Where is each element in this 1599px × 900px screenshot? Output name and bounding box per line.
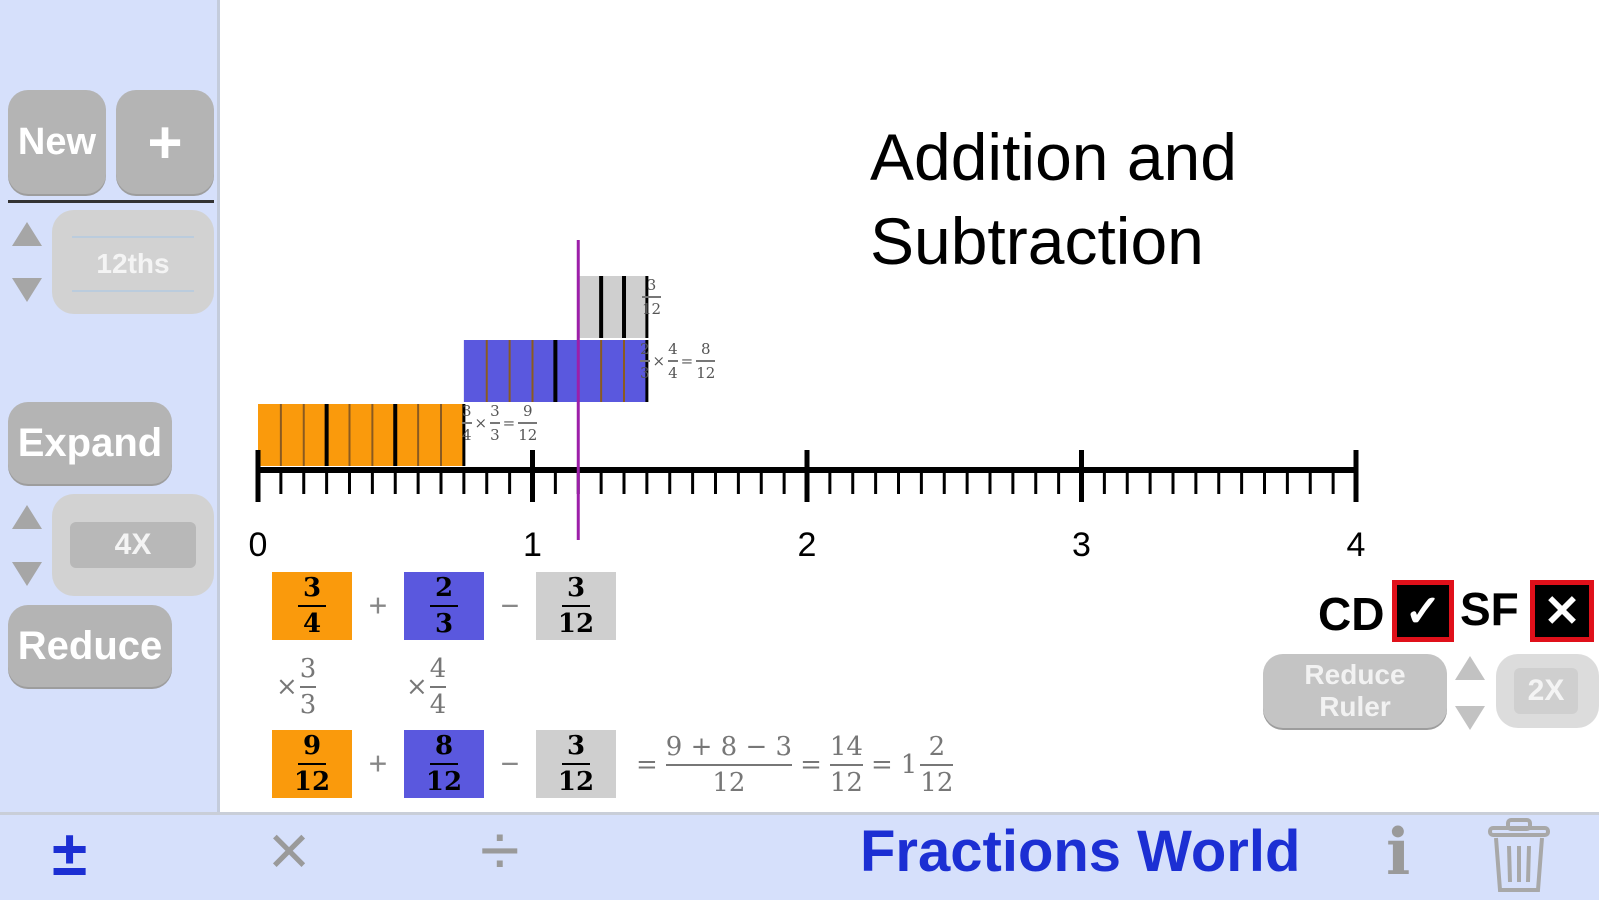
ruler-value: 2X — [1514, 668, 1578, 714]
bar-addend-1 — [258, 404, 464, 466]
eq-row2-op-1: + — [368, 745, 388, 782]
sidebar-divider — [8, 200, 214, 203]
plus-minus-icon[interactable]: ± — [52, 817, 88, 889]
eq-row1-op-1: + — [368, 587, 388, 624]
reduce-ruler-line-2: Ruler — [1319, 691, 1391, 722]
expand-panel: 4X — [52, 494, 214, 596]
tick-label: 2 — [797, 526, 817, 564]
title-line-1: Addition and — [870, 120, 1237, 194]
tick-label: 0 — [248, 526, 268, 564]
ruler-panel: 2X — [1496, 654, 1599, 728]
bar-subtrahend — [578, 276, 647, 338]
bar-label-subtrahend: 3 12 — [642, 276, 662, 318]
expand-button[interactable]: Expand — [8, 402, 172, 484]
app-name: Fractions World — [860, 819, 1301, 884]
number-line — [255, 240, 1359, 540]
reduce-ruler-button[interactable]: Reduce Ruler — [1263, 654, 1447, 728]
expand-down-arrow-icon[interactable] — [12, 562, 42, 586]
equation-result: = 9 + 8 − 3 12 = 14 12 = 1 2 12 — [636, 732, 954, 798]
info-icon[interactable]: i — [1386, 815, 1411, 890]
tick-label: 3 — [1072, 526, 1091, 564]
eq-row1-tile-3[interactable]: 3 12 — [536, 572, 616, 640]
eq-row2-tile-3[interactable]: 3 12 — [536, 730, 616, 798]
denominator-value: 12ths — [72, 236, 194, 292]
tick-label: 4 — [1346, 526, 1366, 564]
divide-icon[interactable]: ÷ — [480, 811, 520, 891]
sidebar: New + 12ths Expand 4X Reduce — [0, 0, 220, 812]
trash-icon[interactable] — [1486, 818, 1552, 894]
bottom-toolbar — [0, 812, 1599, 900]
reduce-button[interactable]: Reduce — [8, 605, 172, 687]
tick-label: 1 — [523, 526, 542, 564]
expand-up-arrow-icon[interactable] — [12, 505, 42, 529]
ruler-up-arrow-icon[interactable] — [1455, 656, 1485, 680]
eq-row2-tile-2[interactable]: 8 12 — [404, 730, 484, 798]
new-button[interactable]: New — [8, 90, 106, 194]
add-bar-button[interactable]: + — [116, 90, 214, 194]
reduce-ruler-line-1: Reduce — [1304, 659, 1406, 690]
expand-value: 4X — [70, 522, 196, 568]
sf-label: SF — [1460, 583, 1519, 635]
cd-label: CD — [1318, 588, 1385, 640]
ruler-down-arrow-icon[interactable] — [1455, 706, 1485, 730]
eq-row1-op-2: − — [500, 587, 520, 624]
eq-row2-op-2: − — [500, 745, 520, 782]
sf-checkbox[interactable]: ✕ — [1530, 580, 1594, 642]
denominator-panel: 12ths — [52, 210, 214, 314]
denominator-up-arrow-icon[interactable] — [12, 222, 42, 246]
cd-checkbox[interactable]: ✓ — [1392, 580, 1454, 642]
denominator-down-arrow-icon[interactable] — [12, 278, 42, 302]
title-line-2: Subtraction — [870, 204, 1204, 278]
eq-row2-tile-1[interactable]: 9 12 — [272, 730, 352, 798]
multiply-icon[interactable]: × — [268, 811, 311, 891]
page-title: Addition and Subtraction — [870, 115, 1237, 283]
